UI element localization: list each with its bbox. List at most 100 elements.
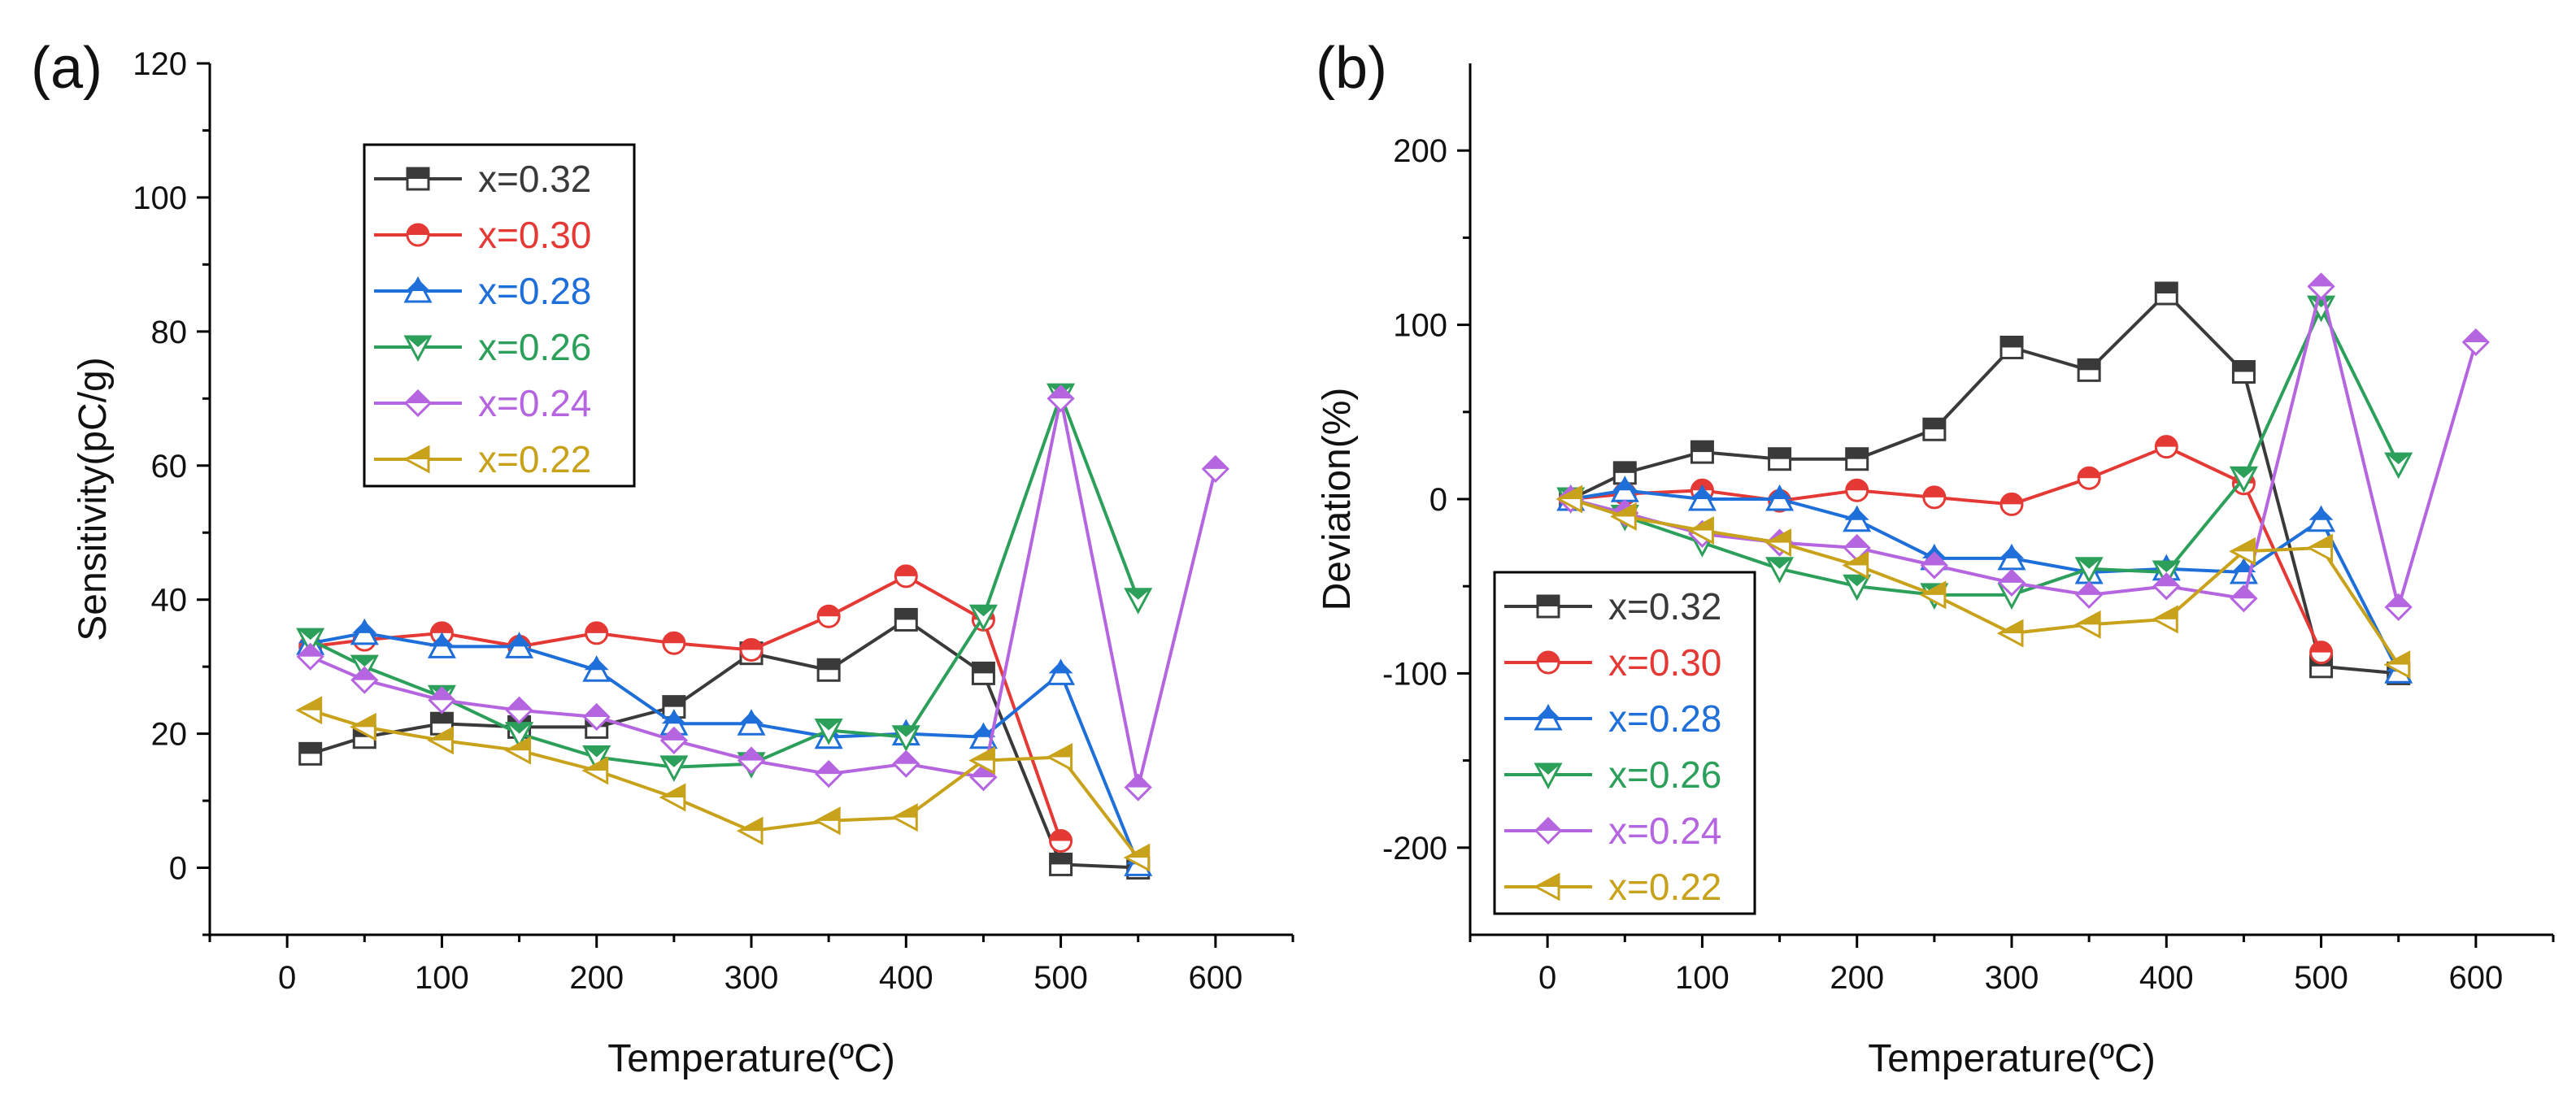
- panel-a-x-tick-label: 500: [1033, 960, 1088, 996]
- panel-a-data-point-fill: [739, 748, 764, 761]
- panel-b-data-point-fill: [1612, 478, 1638, 491]
- panel-a-data-point-fill: [894, 726, 919, 737]
- panel-a-x-tick-label: 400: [879, 960, 933, 996]
- panel-b-data-point-fill: [1999, 570, 2024, 583]
- panel-a-legend-item: x=0.30: [374, 214, 591, 256]
- panel-b-data-point-fill: [1690, 518, 1713, 531]
- panel-a-data-point-fill: [971, 606, 996, 617]
- panel-a-data-point-fill: [1203, 456, 1228, 469]
- panel-b-data-point-fill: [2154, 562, 2179, 573]
- panel-b-legend-item: x=0.30: [1504, 641, 1721, 684]
- panel-b-y-tick-label: -200: [1382, 831, 1447, 867]
- panel-b-x-tick-label: 100: [1675, 960, 1730, 996]
- panel-b-legend-item: x=0.22: [1504, 866, 1721, 908]
- panel-a-legend-label: x=0.30: [478, 214, 591, 256]
- panel-b-legend-label: x=0.26: [1608, 754, 1721, 796]
- panel-a-data-point-fill: [429, 634, 455, 647]
- panel-a-x-tick-label: 0: [278, 960, 296, 996]
- panel-a-data-point-fill: [1125, 775, 1151, 788]
- panel-a-data-point-fill: [661, 756, 686, 767]
- panel-a-data-point-fill: [739, 711, 764, 724]
- panel-b-data-point-fill: [1691, 441, 1713, 453]
- panel-b-legend-marker-fill: [1536, 875, 1559, 887]
- panel-b-series-line: [1569, 292, 2399, 675]
- panel-b-data-point-fill: [2310, 641, 2332, 653]
- panel-b-data-point-fill: [2386, 454, 2411, 465]
- panel-a-data-point-fill: [741, 639, 762, 650]
- panel-a-y-tick-label: 40: [151, 583, 188, 619]
- panel-a-y-tick-label: 20: [151, 717, 188, 753]
- panel-a-legend-label: x=0.24: [478, 382, 591, 424]
- panel-b-data-point-fill: [2308, 536, 2332, 549]
- panel-b-data-point-fill: [2154, 574, 2179, 587]
- panel-b-data-point-fill: [1690, 487, 1715, 499]
- panel-b-data-point-fill: [1844, 553, 1868, 566]
- panel-b-data-point-fill: [1921, 553, 1947, 566]
- panel-a-data-point-fill: [663, 632, 685, 644]
- panel-b-legend-label: x=0.24: [1608, 810, 1721, 852]
- panel-b-data-point-fill: [1767, 487, 1792, 499]
- panel-a-y-tick-label: 60: [151, 449, 188, 484]
- panel-a-legend-marker-fill: [407, 224, 429, 235]
- panel-b-data-point-fill: [1923, 419, 1945, 430]
- panel-a-data-point-fill: [818, 659, 840, 671]
- panel-a-series-line: [310, 618, 1138, 870]
- panel-b-data-point-fill: [2001, 337, 2022, 348]
- panel-a-data-point-fill: [429, 688, 455, 701]
- panel-b-data-point-fill: [2077, 612, 2100, 625]
- panel-a-data-point-fill: [507, 634, 532, 647]
- panel-a-data-point-fill: [431, 713, 453, 724]
- panel-a-data-point-fill: [971, 724, 996, 737]
- panel-b-series-line: [1570, 489, 2400, 673]
- panel-a-legend-item: x=0.22: [374, 438, 591, 480]
- panel-a-x-tick-label: 100: [415, 960, 469, 996]
- panel-b-data-point-fill: [2001, 493, 2022, 505]
- panel-b-data-point-fill: [1846, 448, 1868, 459]
- panel-a-data-point-fill: [1048, 661, 1073, 674]
- panel-a-legend: x=0.32 x=0.30 x=0.28 x=0.26 x=0.24 x=0.22: [363, 143, 636, 488]
- panel-a-legend-marker-fill: [406, 447, 429, 459]
- panel-a-data-point-fill: [973, 662, 994, 674]
- panel-b-data-point-fill: [2386, 652, 2409, 665]
- panel-b-data-point-fill: [1844, 576, 1869, 587]
- panel-b-y-tick-label: 0: [1429, 482, 1447, 518]
- panel-a-data-point-fill: [894, 751, 919, 764]
- panel-a-data-point-fill: [352, 656, 377, 667]
- panel-b-legend-marker-fill: [1536, 764, 1560, 775]
- panel-a-data-point-fill: [1050, 854, 1072, 865]
- panel-b-legend: x=0.32 x=0.30 x=0.28 x=0.26 x=0.24 x=0.22: [1493, 571, 1756, 915]
- panel-a-y-tick-label: 120: [133, 46, 187, 82]
- panel-a-data-point-fill: [894, 805, 917, 818]
- panel-b-data-point-fill: [1999, 621, 2022, 634]
- panel-b-legend-label: x=0.32: [1608, 585, 1721, 628]
- panel-a-legend-marker-fill: [406, 391, 430, 403]
- panel-a-y-tick-label: 80: [151, 315, 188, 350]
- panel-a-data-point-fill: [971, 765, 996, 778]
- panel-a-legend-item: x=0.28: [374, 270, 591, 312]
- panel-a-legend-item: x=0.26: [374, 326, 591, 368]
- panel-b-y-tick-label: -100: [1382, 656, 1447, 692]
- panel-b-data-point-fill: [2156, 283, 2178, 294]
- panel-b-data-point-fill: [2233, 361, 2255, 372]
- panel-a-data-point-fill: [429, 728, 453, 741]
- panel-a-data-point-fill: [1125, 589, 1151, 600]
- panel-b: (b) 0 100 200 300 400 500 600 -200 -100 0 100 200 Tem…: [1316, 36, 2555, 1080]
- panel-a-data-point-fill: [971, 748, 994, 761]
- panel-a-series-x=0.28: [296, 618, 1153, 876]
- panel-b-data-point-fill: [1767, 558, 1792, 569]
- panel-a: (a) 0 100 200 300 400 500 600 0 20 40 60 80 100 120 Tem…: [31, 36, 1295, 1080]
- panel-a-data-point-fill: [352, 620, 377, 633]
- panel-a-legend-label: x=0.32: [478, 158, 591, 200]
- panel-a-legend-label: x=0.28: [478, 270, 591, 312]
- panel-b-legend-item: x=0.28: [1504, 697, 1721, 740]
- panel-b-data-point-fill: [2078, 467, 2100, 479]
- panel-b-x-tick-label: 0: [1538, 960, 1556, 996]
- panel-a-data-point-fill: [507, 697, 532, 710]
- panel-b-legend-label: x=0.22: [1608, 866, 1721, 908]
- panel-b-data-point-fill: [1921, 582, 1945, 595]
- panel-b-data-point-fill: [2077, 558, 2102, 569]
- panel-b-legend-marker-fill: [1538, 652, 1559, 662]
- panel-a-data-point-fill: [895, 565, 917, 576]
- panel-b-series-x=0.26: [1556, 295, 2413, 610]
